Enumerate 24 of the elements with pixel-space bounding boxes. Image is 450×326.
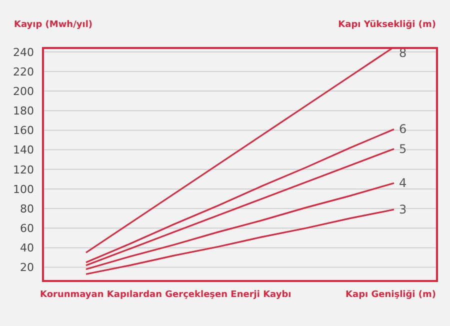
x-axis-title: Kapı Genişliği (m) xyxy=(346,290,436,300)
series-label: 4 xyxy=(399,176,407,190)
y-tick-label: 220 xyxy=(13,65,34,78)
line-series xyxy=(85,47,395,254)
y-tick-label: 60 xyxy=(20,222,34,236)
y-tick-label: 40 xyxy=(20,242,34,255)
line-series xyxy=(85,208,395,275)
y-tick-label: 140 xyxy=(13,144,34,157)
series-label: 3 xyxy=(399,202,407,217)
legend-title: Kapı Yüksekliği (m) xyxy=(338,20,436,30)
series-label: 5 xyxy=(399,142,407,156)
y-tick-label: 180 xyxy=(13,104,34,118)
y-tick-label: 120 xyxy=(13,163,34,176)
series-label: 6 xyxy=(399,122,407,136)
y-tick-label: 200 xyxy=(13,84,34,98)
y-tick-label: 100 xyxy=(13,182,34,196)
y-tick-label: 160 xyxy=(13,124,34,138)
line-series xyxy=(85,182,395,270)
y-tick-label: 240 xyxy=(13,46,34,59)
y-tick-label: 20 xyxy=(20,261,34,274)
y-axis-title: Kayıp (Mwh/yıl) xyxy=(14,20,93,30)
y-tick-label: 80 xyxy=(20,202,34,216)
text: Korunmayan Kapılardan Gerçekleşen Enerji Kaybı xyxy=(40,290,292,300)
line-series xyxy=(85,128,395,264)
